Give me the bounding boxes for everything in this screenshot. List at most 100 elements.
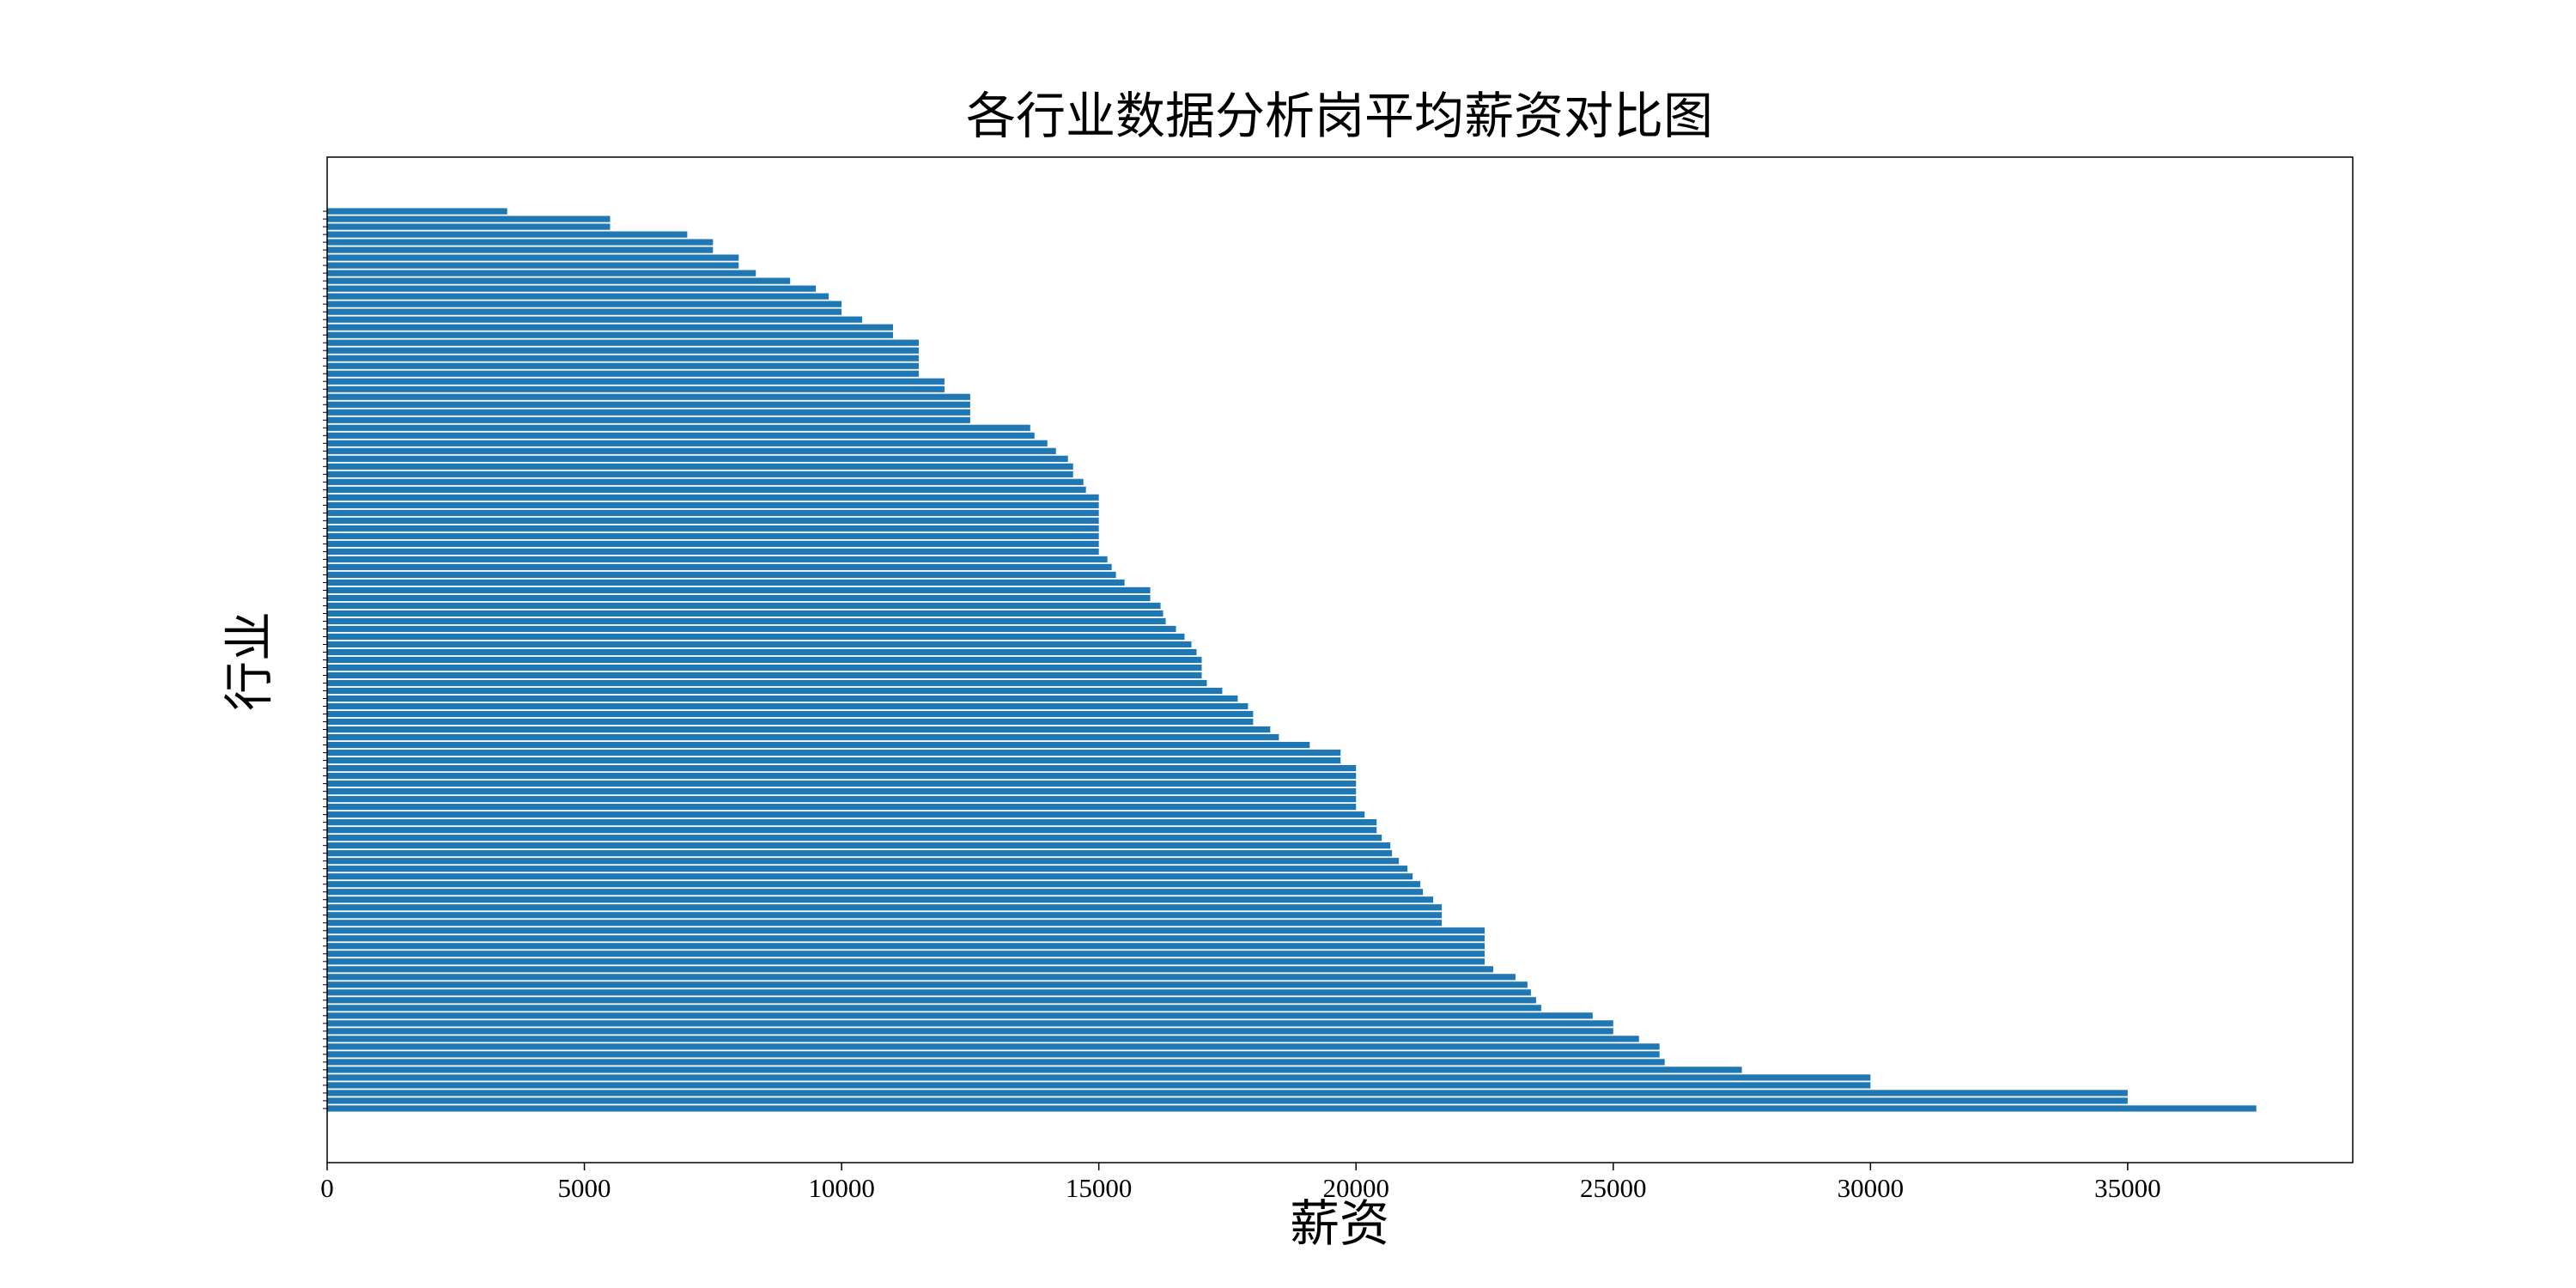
bar: [327, 509, 1099, 516]
bar: [327, 246, 714, 253]
bar: [327, 664, 1202, 671]
bar: [327, 517, 1099, 524]
bar: [327, 324, 894, 331]
x-tick-label: 25000: [1580, 1173, 1647, 1203]
bar: [327, 881, 1421, 888]
bar: [327, 981, 1528, 988]
bar: [327, 1066, 1742, 1073]
bar: [327, 1051, 1660, 1058]
bar: [327, 912, 1443, 919]
bar: [327, 989, 1531, 996]
bar: [327, 641, 1192, 648]
x-tick-label: 35000: [2094, 1173, 2161, 1203]
bar: [327, 1028, 1613, 1035]
bar: [327, 471, 1073, 477]
bar: [327, 331, 894, 338]
bar: [327, 223, 611, 230]
bar: [327, 262, 739, 269]
bar: [327, 301, 842, 307]
bar: [327, 254, 739, 261]
bar: [327, 208, 507, 215]
bar: [327, 339, 919, 346]
bar: [327, 440, 1048, 447]
bar: [327, 1090, 2128, 1097]
bar: [327, 602, 1161, 610]
bar: [327, 718, 1254, 726]
bar: [327, 1082, 1871, 1089]
bar: [327, 594, 1151, 602]
chart-title: 各行业数据分析岗平均薪资对比图: [966, 88, 1713, 144]
bar: [327, 781, 1357, 787]
bar: [327, 239, 714, 246]
bar: [327, 927, 1485, 934]
bar: [327, 231, 688, 238]
bar: [327, 270, 756, 276]
bar: [327, 749, 1341, 756]
bar: [327, 741, 1310, 749]
bar: [327, 756, 1341, 764]
bar: [327, 617, 1166, 625]
bar: [327, 355, 919, 361]
bar: [327, 416, 970, 423]
x-tick-label: 0: [320, 1173, 334, 1203]
bar: [327, 1043, 1660, 1050]
bar: [327, 1036, 1639, 1042]
bar: [327, 788, 1357, 795]
bar: [327, 733, 1279, 741]
bar: [327, 765, 1357, 772]
bar: [327, 501, 1099, 508]
bar: [327, 393, 970, 400]
plot-frame: [326, 156, 2354, 1163]
bar: [327, 293, 829, 300]
bar: [327, 633, 1185, 641]
bar: [327, 455, 1068, 462]
x-axis-label: 薪资: [1290, 1196, 1389, 1252]
bar: [327, 904, 1443, 911]
bar: [327, 432, 1035, 439]
bar: [327, 842, 1391, 849]
bar: [327, 1020, 1613, 1027]
bar: [327, 1074, 1871, 1081]
bar: [327, 997, 1536, 1004]
bar: [327, 1097, 2128, 1104]
bar: [327, 409, 970, 416]
x-tick-label: 30000: [1838, 1173, 1905, 1203]
bar: [327, 811, 1365, 818]
bar: [327, 695, 1238, 702]
bar: [327, 835, 1382, 841]
bar: [327, 726, 1271, 733]
bar: [327, 773, 1357, 780]
bar: [327, 873, 1413, 880]
bar: [327, 687, 1223, 695]
bar: [327, 571, 1116, 579]
bar: [327, 1012, 1593, 1019]
bar: [327, 710, 1254, 718]
bar: [327, 478, 1084, 485]
bar: [327, 1059, 1665, 1066]
bar: [327, 540, 1099, 547]
x-tick-label: 5000: [558, 1173, 611, 1203]
bar: [327, 532, 1099, 539]
bar: [327, 494, 1099, 501]
bar: [327, 362, 919, 369]
bar: [327, 556, 1108, 563]
bar: [327, 277, 791, 284]
bar: [327, 563, 1112, 571]
bar: [327, 486, 1086, 493]
bar: [327, 827, 1377, 834]
bar: [327, 974, 1516, 981]
bar: [327, 943, 1485, 950]
bar: [327, 370, 919, 377]
bar: [327, 951, 1485, 957]
bar: [327, 401, 970, 408]
bar: [327, 858, 1400, 865]
bar: [327, 447, 1056, 454]
bar: [327, 656, 1202, 664]
y-axis-label: 行业: [222, 611, 277, 711]
bar: [327, 216, 611, 222]
bar: [327, 671, 1202, 679]
bar: [327, 702, 1249, 710]
bar: [327, 386, 945, 392]
bar: [327, 920, 1443, 927]
x-tick-label: 10000: [808, 1173, 875, 1203]
